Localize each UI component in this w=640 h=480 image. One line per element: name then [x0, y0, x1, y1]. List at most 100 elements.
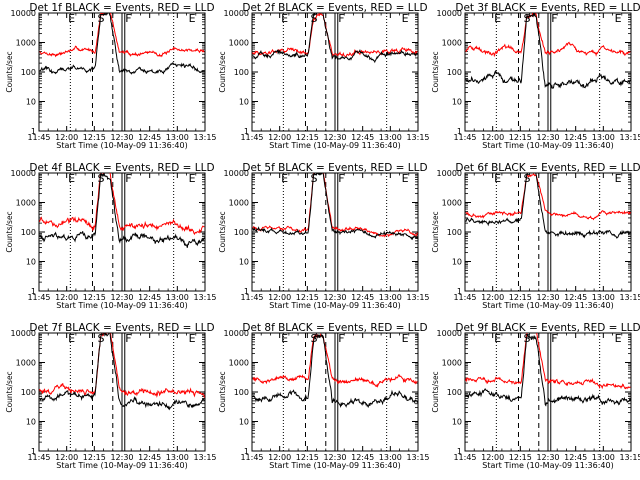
marker-letter-f: F — [551, 332, 557, 345]
x-tick-label: 12:15 — [509, 293, 532, 302]
y-tick-label: 10 — [26, 258, 36, 267]
x-tick-label: 12:45 — [564, 453, 587, 462]
x-tick-label: 13:00 — [379, 293, 402, 302]
marker-letter-e: E — [281, 172, 288, 185]
marker-letter-s: S — [97, 332, 104, 345]
x-tick-label: 12:45 — [138, 133, 161, 142]
y-tick-label: 1 — [244, 127, 249, 136]
marker-letter-e: E — [494, 12, 501, 25]
x-axis-label: Start Time (10-May-09 11:36:40) — [56, 141, 187, 150]
y-tick-label: 1000 — [16, 359, 36, 368]
x-tick-label: 12:00 — [268, 453, 291, 462]
x-tick-label: 12:30 — [110, 133, 133, 142]
x-tick-label: 11:45 — [240, 293, 263, 302]
series-line-lld — [39, 333, 205, 398]
marker-letter-e: E — [189, 172, 196, 185]
x-axis-label: Start Time (10-May-09 11:36:40) — [269, 141, 400, 150]
marker-letter-e: E — [281, 332, 288, 345]
series-line-events — [252, 333, 418, 409]
marker-letter-f: F — [338, 172, 344, 185]
y-tick-label: 100 — [234, 68, 249, 77]
x-tick-label: 13:15 — [406, 133, 429, 142]
y-axis-label: Counts/sec — [5, 51, 14, 92]
panel-title: Det 4f BLACK = Events, RED = LLD — [29, 162, 214, 174]
marker-letter-s: S — [97, 12, 104, 25]
series-line-events — [465, 13, 631, 90]
y-tick-label: 1000 — [229, 359, 249, 368]
x-tick-label: 13:00 — [592, 133, 615, 142]
x-tick-label: 11:45 — [240, 453, 263, 462]
x-tick-label: 13:15 — [406, 293, 429, 302]
series-line-lld — [465, 13, 631, 58]
x-tick-label: 11:45 — [27, 293, 50, 302]
x-tick-label: 11:45 — [240, 133, 263, 142]
panel-title: Det 2f BLACK = Events, RED = LLD — [242, 2, 427, 14]
x-tick-label: 12:30 — [323, 293, 346, 302]
x-axis-label: Start Time (10-May-09 11:36:40) — [482, 461, 613, 470]
panel-det-9f: Det 9f BLACK = Events, RED = LLD Counts/s… — [431, 322, 640, 470]
marker-letter-f: F — [551, 172, 557, 185]
x-tick-label: 12:15 — [296, 133, 319, 142]
x-tick-label: 12:30 — [323, 133, 346, 142]
panel-title: Det 8f BLACK = Events, RED = LLD — [242, 322, 427, 334]
y-tick-label: 10 — [452, 418, 462, 427]
y-axis-label: Counts/sec — [431, 51, 440, 92]
x-tick-label: 13:00 — [166, 133, 189, 142]
y-tick-label: 1 — [31, 287, 36, 296]
x-axis-label: Start Time (10-May-09 11:36:40) — [269, 301, 400, 310]
x-tick-label: 12:30 — [323, 453, 346, 462]
y-tick-label: 100 — [447, 228, 462, 237]
x-tick-label: 12:45 — [351, 453, 374, 462]
panel-det-6f: Det 6f BLACK = Events, RED = LLD Counts/s… — [431, 162, 640, 310]
y-tick-label: 1000 — [16, 39, 36, 48]
y-tick-label: 1000 — [442, 359, 462, 368]
marker-letter-e: E — [402, 172, 409, 185]
y-tick-label: 10000 — [11, 169, 36, 178]
marker-letter-e: E — [189, 332, 196, 345]
x-tick-label: 13:15 — [193, 453, 216, 462]
y-tick-label: 1 — [457, 447, 462, 456]
series-line-lld — [39, 13, 205, 58]
x-tick-label: 13:00 — [379, 133, 402, 142]
y-tick-label: 10 — [26, 98, 36, 107]
x-tick-label: 13:00 — [592, 453, 615, 462]
x-axis-label: Start Time (10-May-09 11:36:40) — [56, 301, 187, 310]
y-tick-label: 1000 — [442, 199, 462, 208]
x-tick-label: 12:45 — [564, 133, 587, 142]
x-tick-label: 12:00 — [481, 453, 504, 462]
y-tick-label: 10000 — [11, 9, 36, 18]
marker-letter-f: F — [125, 12, 131, 25]
marker-letter-e: E — [615, 172, 622, 185]
y-tick-label: 1 — [31, 447, 36, 456]
marker-letter-e: E — [281, 12, 288, 25]
x-tick-label: 12:45 — [351, 133, 374, 142]
x-tick-label: 12:00 — [481, 133, 504, 142]
y-axis-label: Counts/sec — [431, 211, 440, 252]
y-tick-label: 100 — [447, 388, 462, 397]
panel-title: Det 5f BLACK = Events, RED = LLD — [242, 162, 427, 174]
y-axis-label: Counts/sec — [218, 51, 227, 92]
marker-letter-e: E — [494, 332, 501, 345]
x-tick-label: 12:15 — [83, 453, 106, 462]
x-tick-label: 13:15 — [406, 453, 429, 462]
y-tick-label: 1 — [31, 127, 36, 136]
y-tick-label: 10 — [239, 418, 249, 427]
marker-letter-f: F — [338, 12, 344, 25]
y-axis-label: Counts/sec — [5, 211, 14, 252]
y-tick-label: 1000 — [229, 39, 249, 48]
y-tick-label: 100 — [234, 388, 249, 397]
x-tick-label: 13:15 — [193, 133, 216, 142]
x-tick-label: 12:00 — [268, 293, 291, 302]
y-tick-label: 100 — [21, 68, 36, 77]
marker-letter-f: F — [125, 332, 131, 345]
x-tick-label: 12:15 — [83, 293, 106, 302]
series-line-events — [252, 173, 418, 241]
marker-letter-e: E — [494, 172, 501, 185]
x-axis-label: Start Time (10-May-09 11:36:40) — [482, 301, 613, 310]
x-tick-label: 12:00 — [55, 293, 78, 302]
marker-letter-f: F — [338, 332, 344, 345]
series-line-lld — [252, 333, 418, 388]
marker-letter-f: F — [551, 12, 557, 25]
marker-letter-s: S — [523, 12, 530, 25]
y-tick-label: 10 — [239, 258, 249, 267]
